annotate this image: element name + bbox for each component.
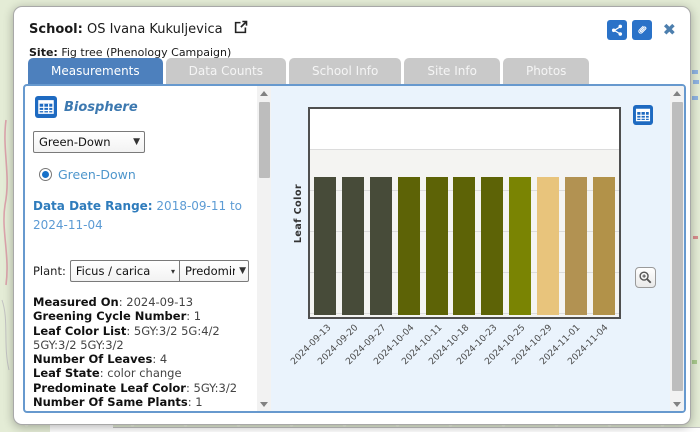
magnifier-plus-icon [639, 271, 652, 284]
record-field: Number Of Leaves: 4 [33, 352, 168, 367]
tab-photos[interactable]: Photos [502, 58, 590, 84]
green-down-radio-label: Green-Down [58, 167, 136, 182]
site-name: Fig tree (Phenology Campaign) [61, 46, 232, 59]
record-field: Greening Cycle Number: 1 [33, 309, 202, 324]
protocol-select[interactable]: Green-Down ▼ [33, 131, 145, 153]
chart-panel-scrollbar[interactable] [670, 86, 684, 411]
measurements-content: Biosphere Green-Down ▼ Green-Down Data D… [23, 84, 686, 413]
record-field: Measured On: 2024-09-13 [33, 295, 194, 309]
measurement-records: Measured On: 2024-09-13 Greening Cycle Nu… [33, 295, 249, 411]
bar-2024-11-01[interactable] [565, 177, 588, 315]
share-icon [611, 24, 622, 36]
record-field: Leaf State: color change [33, 366, 182, 381]
map-features-decoration [692, 70, 699, 364]
plant-type-select[interactable]: Predomina ▼ [179, 260, 249, 282]
site-info-dialog: School: OS Ivana Kukuljevica Site: Fig t… [13, 6, 691, 425]
chart-bars [314, 177, 615, 315]
section-title: Biosphere [64, 99, 138, 115]
scroll-down-icon[interactable] [670, 397, 684, 411]
dialog-header: School: OS Ivana Kukuljevica Site: Fig t… [29, 15, 678, 59]
school-label: School: [29, 22, 83, 37]
plant-label: Plant: [33, 264, 66, 278]
x-tick-2024-11-04: 2024-11-04 [566, 323, 611, 368]
record-field: Leaf Color List: 5GY:3/2 5G:4/2 5GY:3/2 … [33, 323, 220, 352]
close-button[interactable]: ✖ [662, 20, 676, 39]
chart-x-axis-labels: 2024-09-13 2024-09-20 2024-09-27 2024-10-04… [289, 319, 617, 381]
scrollbar-thumb[interactable] [671, 102, 683, 391]
tabs: Measurements Data Counts School Info Site I… [28, 58, 590, 84]
leaf-color-chart: Leaf Color [294, 107, 621, 319]
external-link-icon[interactable] [233, 20, 248, 39]
bar-2024-10-23[interactable] [481, 177, 504, 315]
bar-2024-10-18[interactable] [453, 177, 476, 315]
bar-2024-10-11[interactable] [425, 177, 448, 315]
left-panel-scrollbar[interactable] [257, 86, 271, 411]
show-data-table-button[interactable] [633, 105, 653, 125]
site-subtitle: Site: Fig tree (Phenology Campaign) [29, 46, 678, 59]
scroll-up-icon[interactable] [670, 86, 684, 100]
bar-2024-10-25[interactable] [509, 177, 532, 315]
paperclip-icon [637, 25, 646, 34]
plant-species-select[interactable]: Ficus / carica ▾ [69, 260, 179, 282]
record-field: Predominate Leaf Color: 5GY:3/2 [33, 380, 238, 395]
bar-2024-10-29[interactable] [537, 177, 560, 315]
biosphere-table-button[interactable] [35, 96, 57, 118]
chart-zoom-button[interactable] [635, 267, 656, 288]
bar-2024-09-13[interactable] [314, 177, 336, 315]
tab-site-info[interactable]: Site Info [404, 58, 500, 84]
chevron-down-icon: ▼ [133, 137, 140, 147]
tab-school-info[interactable]: School Info [289, 58, 402, 84]
bar-2024-11-04[interactable] [592, 177, 615, 315]
green-down-radio[interactable] [39, 168, 52, 181]
lower-panel-edge [113, 427, 700, 432]
date-range-value: 2018-09-11 to 2024-11-04 [33, 199, 243, 232]
scroll-down-icon[interactable] [257, 397, 271, 411]
share-button[interactable] [606, 20, 627, 40]
chevron-down-icon: ▼ [239, 266, 246, 276]
scrollbar-thumb[interactable] [258, 102, 270, 178]
chevron-down-icon: ▾ [170, 266, 175, 276]
protocol-select-value: Green-Down [39, 135, 111, 149]
site-label: Site: [29, 46, 58, 59]
measurement-record: Measured On: 2024-09-13 Greening Cycle Nu… [33, 295, 249, 409]
plant-type-value: Predomina [185, 264, 235, 278]
bar-2024-10-04[interactable] [397, 177, 420, 315]
tab-data-counts[interactable]: Data Counts [165, 58, 286, 84]
bar-2024-09-20[interactable] [341, 177, 364, 315]
chart-panel: Leaf Color 2024-09-13 2024-09-20 2024-09-2… [271, 86, 684, 411]
table-grid-icon [633, 105, 653, 125]
school-title: School: OS Ivana Kukuljevica [29, 15, 678, 39]
data-date-range: Data Date Range: 2018-09-11 to 2024-11-0… [33, 197, 251, 235]
plant-row: Plant: Ficus / carica ▾ Predomina ▼ [33, 260, 249, 282]
bar-2024-09-27[interactable] [369, 177, 392, 315]
attachment-button[interactable] [631, 20, 652, 40]
map-roads-decoration [1, 119, 10, 371]
dialog-pointer-tail [50, 424, 113, 432]
plant-species-value: Ficus / carica [75, 264, 151, 278]
date-range-label: Data Date Range: [33, 199, 153, 213]
measurements-left-panel: Biosphere Green-Down ▼ Green-Down Data D… [25, 86, 257, 411]
school-name: OS Ivana Kukuljevica [86, 22, 223, 37]
protocol-radio-row: Green-Down [39, 167, 249, 182]
table-grid-icon [35, 96, 57, 118]
chart-ylabel: Leaf Color [293, 183, 305, 243]
tab-measurements[interactable]: Measurements [28, 58, 163, 84]
record-field: Number Of Same Plants: 1 [33, 395, 203, 410]
scroll-up-icon[interactable] [257, 86, 271, 100]
